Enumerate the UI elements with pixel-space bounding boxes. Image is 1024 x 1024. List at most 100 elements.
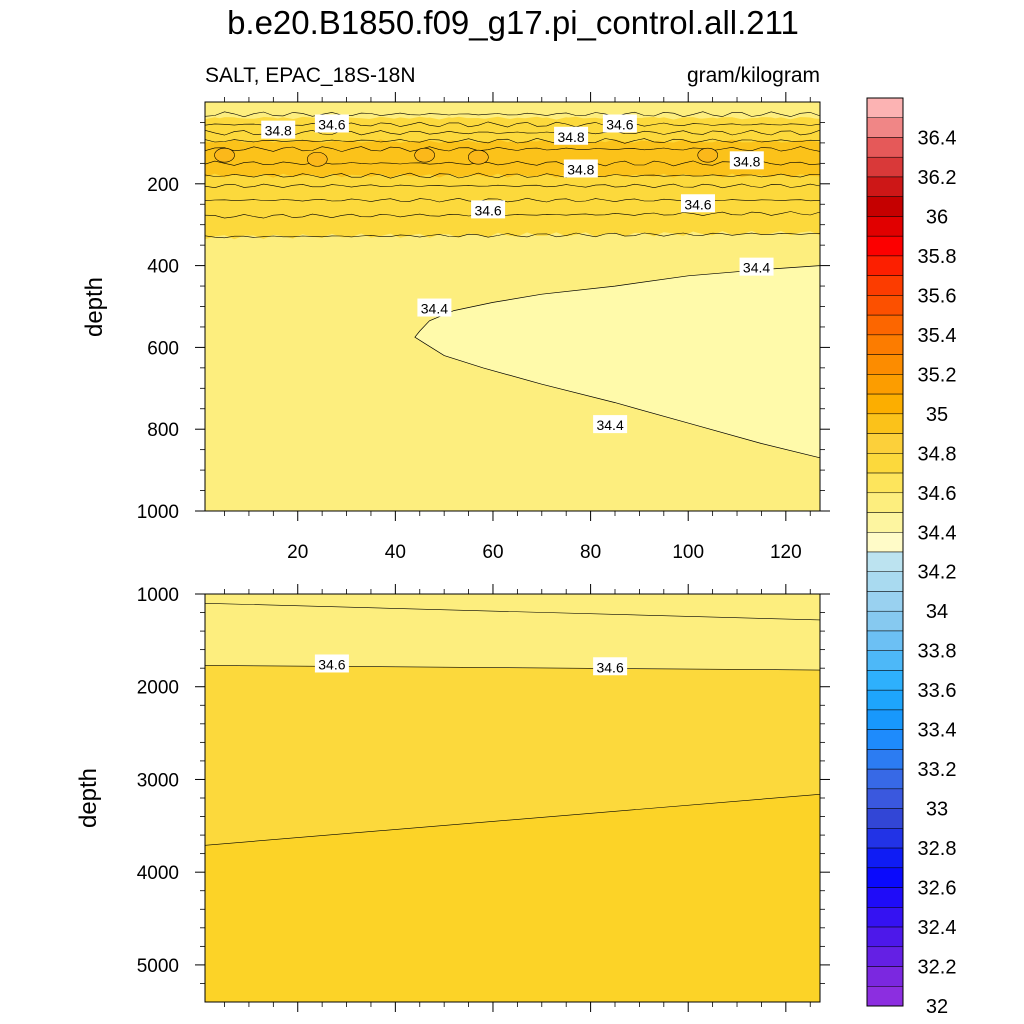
y-tick-label: 200 <box>147 175 179 196</box>
contour-label-text: 34.8 <box>265 123 292 139</box>
colorbar-box <box>866 966 904 987</box>
colorbar-label: 32.6 <box>918 878 957 900</box>
contour-label-bg <box>680 194 715 213</box>
contour-label: 34.6 <box>314 114 349 133</box>
y-tick-label: 1000 <box>137 502 179 523</box>
contour-label-text: 34.6 <box>318 116 345 132</box>
colorbar-label: 35.4 <box>918 325 957 347</box>
colorbar-box <box>866 137 904 158</box>
contour-label: 34.8 <box>729 151 764 170</box>
contour-line <box>204 183 821 189</box>
colorbar-box <box>866 512 904 533</box>
colorbar-label: 35.6 <box>918 285 957 307</box>
colorbar-label: 32.4 <box>918 917 957 939</box>
contour-label: 34.6 <box>602 114 637 133</box>
contour-line <box>204 137 821 144</box>
contour-label-bg <box>471 200 506 219</box>
colorbar-label: 34.2 <box>918 562 957 584</box>
colorbar-box <box>866 689 904 711</box>
contour-label-text: 34.4 <box>596 417 623 433</box>
contour-label-bg <box>739 257 774 276</box>
colorbar-label: 34.4 <box>918 522 957 544</box>
colorbar-box <box>866 926 904 948</box>
x-tick-label: 40 <box>385 542 406 563</box>
colorbar-box <box>866 907 904 928</box>
fill-34.8-35.0 <box>205 138 820 178</box>
contour-line <box>204 172 821 179</box>
figure-title: b.e20.B1850.f09_g17.pi_control.all.211 <box>227 4 799 41</box>
colorbar-label: 32.2 <box>918 957 957 979</box>
contour-label-bg <box>729 151 764 170</box>
colorbar-box <box>866 156 904 178</box>
eddy-contour <box>414 147 435 163</box>
contour-label: 34.6 <box>680 194 715 213</box>
colorbar-box <box>866 887 904 908</box>
contour-line <box>204 160 821 167</box>
contour-line <box>204 211 821 219</box>
colorbar-box <box>866 709 904 730</box>
y-tick-label: 400 <box>147 257 179 278</box>
colorbar-box <box>866 275 904 296</box>
colorbar-box <box>866 235 904 257</box>
contour-line <box>204 602 821 621</box>
colorbar-box <box>866 176 904 197</box>
contour-label-text: 34.4 <box>421 301 448 317</box>
contour-label: 34.4 <box>739 257 774 276</box>
contour-line <box>204 146 821 152</box>
colorbar-label: 32.8 <box>918 838 957 860</box>
colorbar-box <box>866 413 904 434</box>
contour-label-text: 34.4 <box>743 260 770 276</box>
y-axis-title: depth <box>75 768 102 828</box>
colorbar-box <box>866 472 904 494</box>
eddy-contour <box>468 149 489 165</box>
contour-label-text: 34.8 <box>557 129 584 145</box>
fill-34.2-34.4 <box>414 265 821 459</box>
contour-label-text: 34.8 <box>567 161 594 177</box>
contour-label: 34.8 <box>554 126 589 145</box>
colorbar-box <box>866 828 904 849</box>
y-tick-label: 3000 <box>137 770 179 791</box>
colorbar-label: 35 <box>926 404 948 426</box>
colorbar-box <box>866 314 904 336</box>
colorbar-box <box>866 946 904 967</box>
contour-label-bg <box>261 120 296 139</box>
colorbar-box <box>866 808 904 829</box>
colorbar-box <box>866 729 904 750</box>
eddy-contour <box>697 147 719 163</box>
x-tick-label: 60 <box>482 542 503 563</box>
colorbar-box <box>866 374 904 395</box>
colorbar-label: 33.8 <box>918 641 957 663</box>
y-tick-label: 5000 <box>137 956 179 977</box>
right-subtitle: gram/kilogram <box>687 64 820 87</box>
colorbar-box <box>866 591 904 612</box>
x-tick-label: 20 <box>287 542 308 563</box>
colorbar-label: 33.6 <box>918 680 957 702</box>
colorbar-box <box>866 749 904 770</box>
contour-label: 34.8 <box>563 159 598 178</box>
contour-label: 34.4 <box>593 415 628 434</box>
lower-panel: 34.6 34.6 1000 2000 3000 4000 5000 depth <box>75 584 830 1012</box>
upper-panel: 34.8 34.6 34.8 34.6 34.8 34.8 34.6 34.6 34.4 34.4… <box>81 92 830 563</box>
colorbar-box <box>866 630 904 651</box>
colorbar-box <box>866 334 904 355</box>
colorbar-label: 33.2 <box>918 759 957 781</box>
colorbar-box <box>866 354 904 375</box>
fill-subsurface <box>205 116 820 143</box>
contour-label-bg <box>554 126 589 145</box>
colorbar-label: 36 <box>926 206 948 228</box>
colorbar-label: 33 <box>926 799 948 821</box>
colorbar-label: 34.6 <box>918 483 957 505</box>
colorbar-box <box>866 768 904 790</box>
colorbar-box <box>866 650 904 671</box>
contour-label-text: 34.6 <box>684 196 711 212</box>
colorbar-box <box>866 453 904 474</box>
colorbar-label: 36.4 <box>918 127 957 149</box>
contour-line <box>204 232 821 239</box>
y-axis-title: depth <box>81 277 108 337</box>
fill-surface <box>205 102 820 120</box>
colorbar-box <box>866 847 904 869</box>
eddy-contour <box>306 151 328 167</box>
fill-deep <box>205 794 820 1002</box>
eddy-contour <box>214 147 235 163</box>
contour-line <box>204 197 821 203</box>
